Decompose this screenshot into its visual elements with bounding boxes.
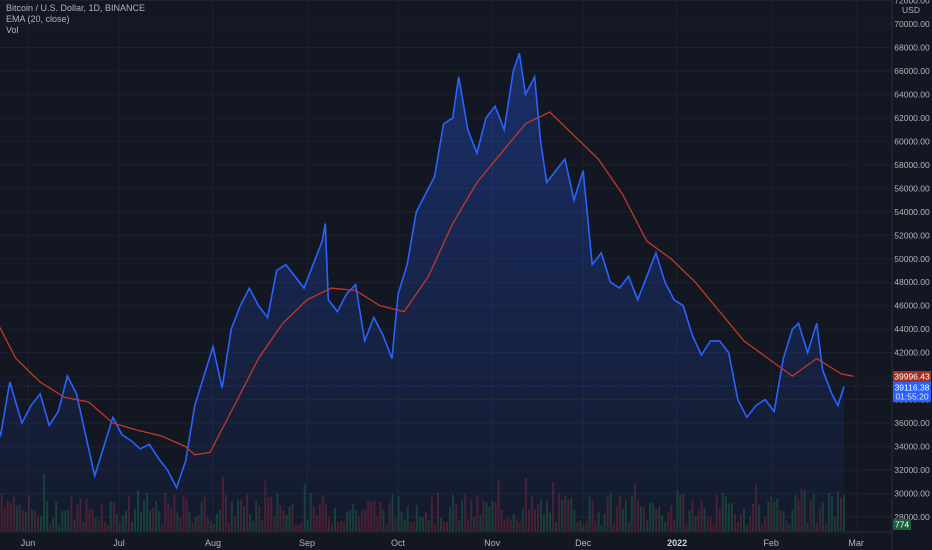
- y-tick-label: 70000.00: [894, 19, 930, 29]
- price-area-fill: [0, 53, 844, 532]
- price-line[interactable]: [0, 53, 845, 490]
- y-tick-label: 52000.00: [894, 230, 930, 240]
- y-tick-label: 60000.00: [894, 136, 930, 146]
- y-tick-label: 72000.00: [894, 0, 930, 6]
- ema-value-text: 39996.43: [894, 372, 930, 382]
- y-tick-label: 50000.00: [894, 254, 930, 264]
- y-tick-label: 66000.00: [894, 66, 930, 76]
- chart-legend: Bitcoin / U.S. Dollar, 1D, BINANCE EMA (…: [6, 3, 145, 36]
- price-axis-bg: [892, 0, 932, 550]
- y-tick-label: 44000.00: [894, 324, 930, 334]
- y-tick-label: 28000.00: [894, 512, 930, 522]
- countdown-text: 01:55:20: [895, 392, 928, 402]
- ema-legend-label[interactable]: EMA (20, close): [6, 14, 70, 24]
- x-tick-label: Sep: [299, 538, 315, 548]
- y-tick-label: 48000.00: [894, 277, 930, 287]
- currency-label: USD: [902, 5, 920, 15]
- y-tick-label: 32000.00: [894, 465, 930, 475]
- y-tick-label: 46000.00: [894, 301, 930, 311]
- last-price-text: 39116.38: [895, 383, 930, 393]
- y-tick-label: 42000.00: [894, 348, 930, 358]
- volume-value-text: 774: [895, 520, 909, 530]
- x-tick-label: Feb: [763, 538, 779, 548]
- x-tick-label: Aug: [205, 538, 221, 548]
- ema-value-badge: [893, 371, 931, 382]
- volume-value-badge: [893, 519, 911, 530]
- y-tick-label: 36000.00: [894, 418, 930, 428]
- y-tick-label: 54000.00: [894, 207, 930, 217]
- symbol-title[interactable]: Bitcoin / U.S. Dollar, 1D, BINANCE: [6, 3, 146, 13]
- x-tick-label: 2022: [667, 538, 687, 548]
- y-tick-label: 62000.00: [894, 113, 930, 123]
- last-price-badge: [893, 382, 931, 402]
- time-axis-bg: [0, 532, 892, 550]
- ema-line[interactable]: [0, 111, 854, 456]
- x-tick-label: Nov: [484, 538, 501, 548]
- y-tick-label: 58000.00: [894, 160, 930, 170]
- y-tick-label: 64000.00: [894, 89, 930, 99]
- y-tick-label: 68000.00: [894, 42, 930, 52]
- x-tick-label: Mar: [848, 538, 864, 548]
- y-tick-label: 56000.00: [894, 183, 930, 193]
- x-tick-label: Oct: [391, 538, 406, 548]
- y-tick-label: 34000.00: [894, 442, 930, 452]
- x-tick-label: Dec: [575, 538, 592, 548]
- time-axis[interactable]: Jun Jul Aug Sep Oct Nov Dec 2022 Feb Mar: [21, 538, 864, 548]
- x-tick-label: Jul: [113, 538, 125, 548]
- y-tick-label: 30000.00: [894, 489, 930, 499]
- x-tick-label: Jun: [21, 538, 36, 548]
- volume-legend-label[interactable]: Vol: [6, 25, 19, 35]
